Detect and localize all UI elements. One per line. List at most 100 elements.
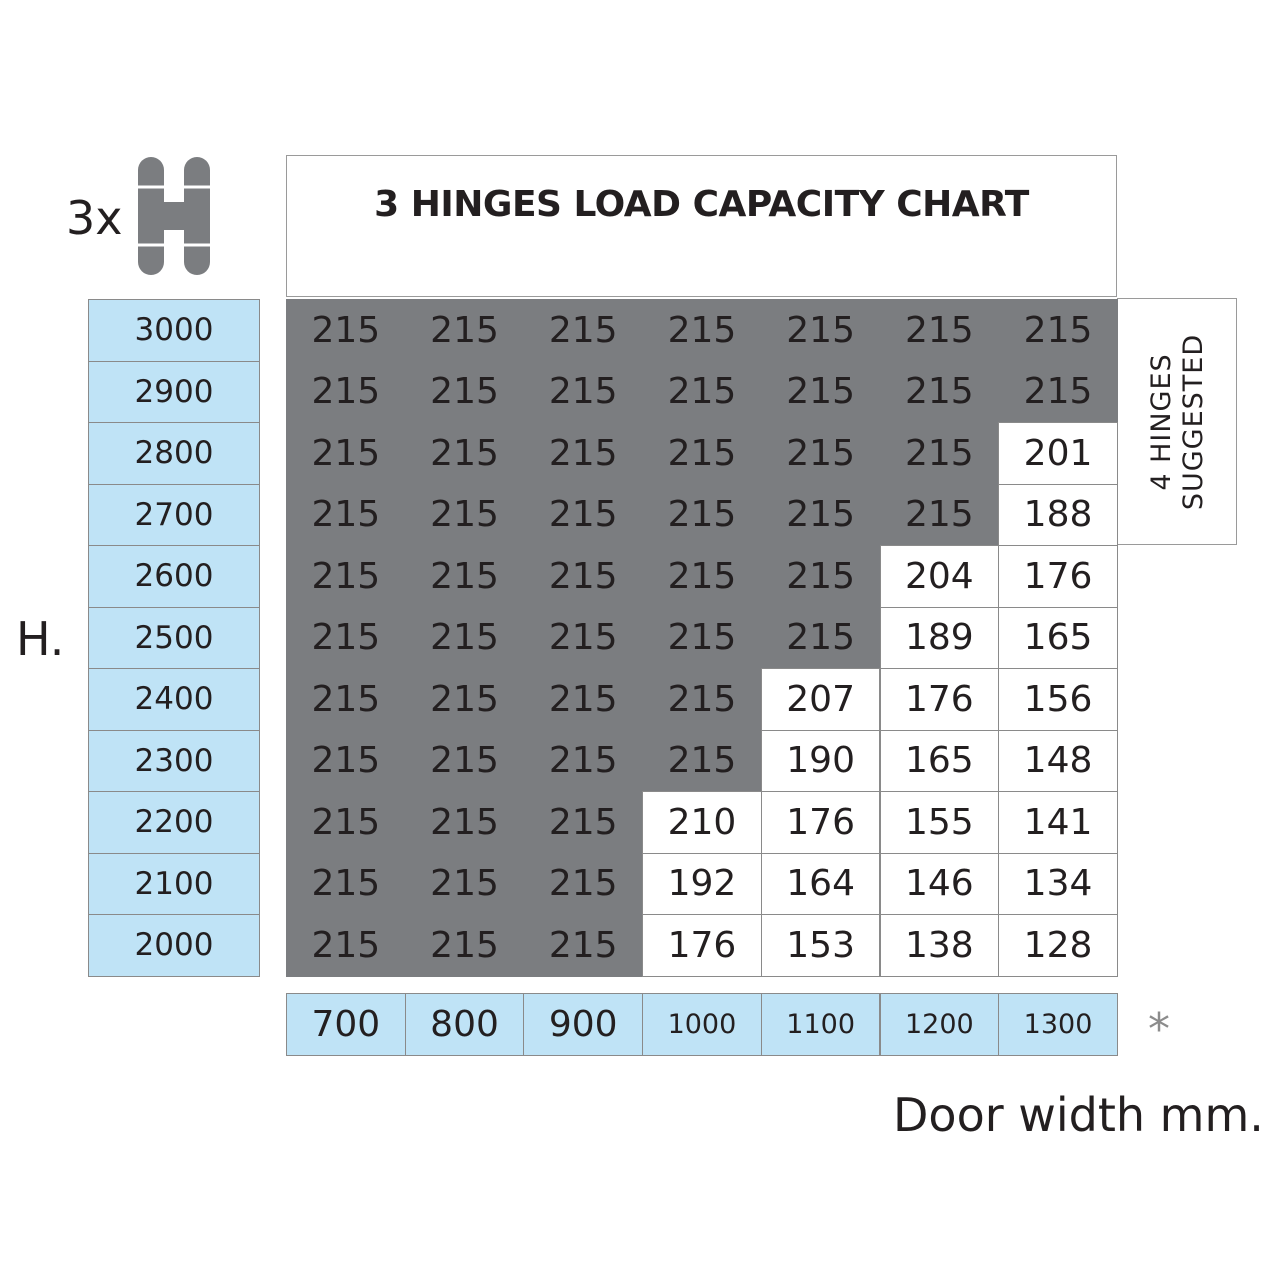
value-cell-shaded: 215 <box>642 606 762 669</box>
row-header: 2300 <box>88 729 260 792</box>
value-cell: 146 <box>879 852 1000 915</box>
side-note-line-2: SUGGESTED <box>1178 333 1209 511</box>
row-header: 2600 <box>88 545 260 608</box>
value-cell: 165 <box>879 729 1000 792</box>
chart-title-box: 3 HINGES LOAD CAPACITY CHART <box>286 155 1117 297</box>
value-cell-shaded: 215 <box>404 791 525 854</box>
value-cell-shaded: 215 <box>523 606 644 669</box>
value-cell-shaded: 215 <box>879 422 1000 485</box>
column-header: 1200 <box>879 993 1000 1056</box>
value-cell-shaded: 215 <box>404 668 525 731</box>
value-cell-shaded: 215 <box>760 483 881 546</box>
value-cell-shaded: 215 <box>286 791 406 854</box>
value-cell: 156 <box>998 668 1118 731</box>
value-cell-shaded: 215 <box>523 483 644 546</box>
value-cell-shaded: 215 <box>523 360 644 423</box>
value-cell-shaded: 215 <box>286 299 406 362</box>
value-cell-shaded: 215 <box>523 791 644 854</box>
value-cell: 201 <box>998 422 1118 485</box>
value-cell: 148 <box>998 729 1118 792</box>
row-header: 2500 <box>88 606 260 669</box>
value-cell: 189 <box>879 606 1000 669</box>
value-cell: 164 <box>760 852 881 915</box>
value-cell: 153 <box>760 914 881 977</box>
value-cell-shaded: 215 <box>523 852 644 915</box>
value-cell-shaded: 215 <box>523 545 644 608</box>
value-cell-shaded: 215 <box>404 422 525 485</box>
y-axis-label: H. <box>16 612 65 666</box>
value-cell-shaded: 215 <box>404 729 525 792</box>
side-note-line-1: 4 HINGES <box>1146 353 1177 491</box>
value-cell: 134 <box>998 852 1118 915</box>
value-cell-shaded: 215 <box>642 299 762 362</box>
value-cell: 176 <box>879 668 1000 731</box>
value-cell: 204 <box>879 545 1000 608</box>
value-cell-shaded: 215 <box>642 729 762 792</box>
value-cell-shaded: 215 <box>760 299 881 362</box>
value-cell-shaded: 215 <box>404 545 525 608</box>
value-cell: 207 <box>760 668 881 731</box>
value-cell-shaded: 215 <box>404 606 525 669</box>
value-cell-shaded: 215 <box>642 422 762 485</box>
value-cell-shaded: 215 <box>286 852 406 915</box>
value-cell-shaded: 215 <box>286 668 406 731</box>
value-cell-shaded: 215 <box>879 360 1000 423</box>
value-cell-shaded: 215 <box>404 360 525 423</box>
value-cell: 176 <box>760 791 881 854</box>
value-cell: 141 <box>998 791 1118 854</box>
x-axis-label: Door width mm. <box>893 1088 1264 1142</box>
column-header: 700 <box>286 993 406 1056</box>
side-note: 4 HINGES SUGGESTED <box>1146 334 1210 510</box>
value-cell-shaded: 215 <box>523 668 644 731</box>
hinge-icon <box>138 157 210 275</box>
hinge-count-label: 3x <box>66 191 123 245</box>
row-header: 2400 <box>88 668 260 731</box>
value-cell-shaded: 215 <box>523 422 644 485</box>
value-cell: 165 <box>998 606 1118 669</box>
value-cell-shaded: 215 <box>404 852 525 915</box>
value-cell-shaded: 215 <box>286 606 406 669</box>
column-header: 1000 <box>642 993 762 1056</box>
value-cell-shaded: 215 <box>760 422 881 485</box>
value-cell-shaded: 215 <box>879 483 1000 546</box>
value-cell-shaded: 215 <box>760 545 881 608</box>
value-cell-shaded: 215 <box>998 360 1118 423</box>
row-header: 3000 <box>88 299 260 362</box>
value-cell-shaded: 215 <box>998 299 1118 362</box>
value-cell: 176 <box>998 545 1118 608</box>
row-header: 2200 <box>88 791 260 854</box>
value-cell: 188 <box>998 483 1118 546</box>
value-cell-shaded: 215 <box>760 606 881 669</box>
value-cell-shaded: 215 <box>523 729 644 792</box>
row-header: 2000 <box>88 914 260 977</box>
row-header: 2700 <box>88 483 260 546</box>
value-cell-shaded: 215 <box>404 483 525 546</box>
value-cell-shaded: 215 <box>286 422 406 485</box>
value-cell-shaded: 215 <box>286 914 406 977</box>
value-cell: 192 <box>642 852 762 915</box>
footnote-mark: * <box>1148 1004 1170 1055</box>
row-header: 2900 <box>88 360 260 423</box>
column-header: 1100 <box>760 993 881 1056</box>
value-cell-shaded: 215 <box>404 914 525 977</box>
value-cell-shaded: 215 <box>286 545 406 608</box>
value-cell-shaded: 215 <box>642 483 762 546</box>
value-cell-shaded: 215 <box>523 299 644 362</box>
value-cell-shaded: 215 <box>760 360 881 423</box>
row-header: 2800 <box>88 422 260 485</box>
value-cell: 190 <box>760 729 881 792</box>
value-cell-shaded: 215 <box>404 299 525 362</box>
chart-title: 3 HINGES LOAD CAPACITY CHART <box>374 184 1029 225</box>
value-cell: 138 <box>879 914 1000 977</box>
column-header: 1300 <box>998 993 1118 1056</box>
column-header: 900 <box>523 993 644 1056</box>
value-cell: 128 <box>998 914 1118 977</box>
column-header: 800 <box>404 993 525 1056</box>
value-cell-shaded: 215 <box>286 483 406 546</box>
value-cell: 210 <box>642 791 762 854</box>
row-header: 2100 <box>88 852 260 915</box>
value-cell-shaded: 215 <box>879 299 1000 362</box>
value-cell-shaded: 215 <box>642 668 762 731</box>
value-cell: 155 <box>879 791 1000 854</box>
value-cell-shaded: 215 <box>642 360 762 423</box>
